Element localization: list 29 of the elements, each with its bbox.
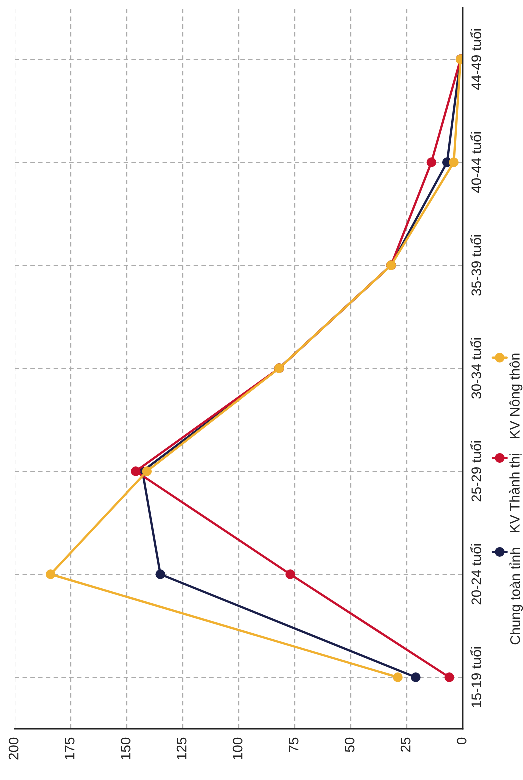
y-tick-label: 30-34 tuổi xyxy=(470,338,482,399)
legend-label: Chung toàn tỉnh xyxy=(510,548,523,645)
x-tick-label: 100 xyxy=(232,738,243,760)
point xyxy=(449,158,459,168)
y-tick-label: 35-39 tuổi xyxy=(470,236,482,296)
point xyxy=(444,672,454,682)
y-tick-label: 15-19 tuổi xyxy=(470,648,482,708)
legend-label: KV Thành thị xyxy=(510,454,522,532)
point xyxy=(46,570,56,580)
point xyxy=(142,466,152,476)
x-tick-label: 200 xyxy=(8,738,19,760)
x-tick-label: 25 xyxy=(400,738,411,752)
point xyxy=(156,570,166,580)
x-tick-label: 75 xyxy=(289,738,299,752)
point xyxy=(286,570,296,580)
x-tick-label: 125 xyxy=(176,738,187,760)
x-tick-label: 175 xyxy=(65,738,75,760)
point xyxy=(393,672,403,682)
y-tick-label: 25-29 tuổi xyxy=(470,442,482,502)
y-tick-label: 40-44 tuổi xyxy=(470,132,482,194)
point xyxy=(411,672,421,682)
legend-label: KV Nông thôn xyxy=(510,354,523,438)
x-tick-label: 150 xyxy=(120,738,131,760)
y-tick-label: 44-49 tuổi xyxy=(470,30,482,90)
point xyxy=(131,466,141,476)
y-tick-label: 20-24 tuổi xyxy=(470,544,482,605)
x-tick-label: 0 xyxy=(456,738,467,745)
point xyxy=(426,158,436,168)
x-tick-label: 50 xyxy=(344,738,355,752)
